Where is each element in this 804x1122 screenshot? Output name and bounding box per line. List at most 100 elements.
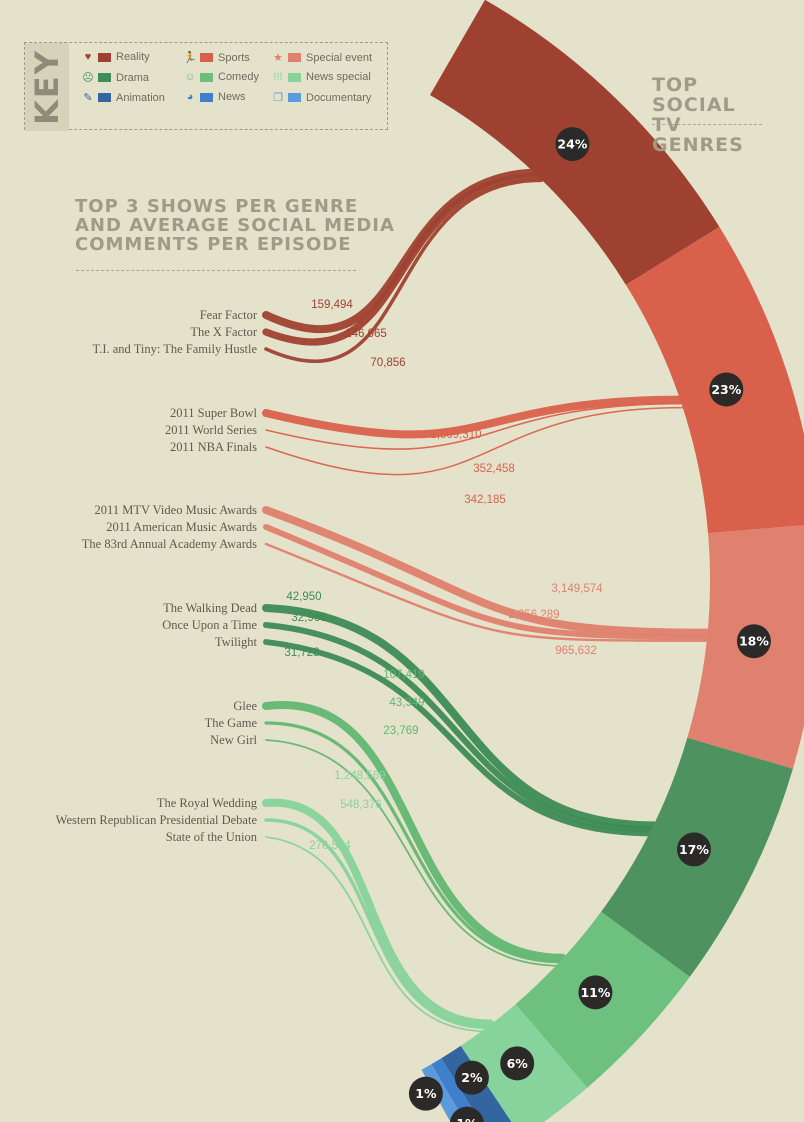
heading-shows-divider — [76, 270, 356, 271]
heading-top-shows: TOP 3 SHOWS PER GENRE AND AVERAGE SOCIAL… — [75, 196, 395, 255]
key-label: News — [218, 91, 246, 103]
key-label: Documentary — [306, 91, 372, 104]
badge-label-drama: 17% — [679, 842, 709, 857]
comment-value-2011-nba-finals: 342,185 — [464, 494, 506, 506]
key-item-news-special: !!! News special — [271, 71, 371, 83]
badge-label-reality: 24% — [557, 137, 587, 152]
key-item-news: ◕ News — [183, 91, 246, 103]
badge-circle — [736, 624, 771, 659]
key-item-special-event: ★ Special event — [271, 51, 373, 65]
show-name-the-83rd-annual-academy-awards: The 83rd Annual Academy Awards — [82, 537, 257, 551]
key-swatch — [288, 72, 301, 82]
key-label: Reality — [116, 51, 150, 63]
flow-the-83rd-annual-academy-awards — [264, 542, 711, 642]
comment-value-the-x-factor: 146,065 — [345, 328, 387, 340]
flow-2011-world-series — [265, 402, 685, 450]
show-name-fear-factor: Fear Factor — [200, 308, 258, 322]
heading-genres-divider — [652, 124, 762, 125]
comment-value-2011-american-music-awards: 2,356,289 — [508, 609, 559, 621]
key-label: Animation — [116, 91, 165, 104]
comment-value-new-girl: 23,769 — [383, 725, 418, 737]
heading-genres-line-1: TOP SOCIAL — [652, 74, 736, 116]
flow-once-upon-a-time — [262, 621, 657, 833]
comment-value-glee: 107,419 — [383, 669, 425, 681]
show-name-the-game: The Game — [205, 716, 258, 730]
show-name-state-of-the-union: State of the Union — [166, 830, 258, 844]
badge-circle — [408, 1076, 443, 1111]
flow-t-i-and-tiny-the-family-hustle — [264, 178, 543, 364]
flow-2011-american-music-awards — [263, 524, 713, 640]
key-label: Sports — [218, 51, 250, 64]
exclamation-icon: !!! — [273, 71, 283, 83]
flow-2011-nba-finals — [265, 406, 685, 476]
badge-label-sports: 23% — [711, 382, 741, 397]
show-name-2011-mtv-video-music-awards: 2011 MTV Video Music Awards — [95, 503, 258, 517]
badge-label-comedy: 11% — [580, 985, 610, 1000]
flow-new-girl — [265, 739, 564, 967]
key-item-animation: ✎ Animation — [81, 91, 165, 105]
badge-reality: 24% — [555, 127, 590, 162]
show-name-glee: Glee — [233, 699, 257, 713]
badge-label-news-special: 6% — [507, 1056, 529, 1071]
heading-shows-line-3: COMMENTS PER EPISODE — [75, 233, 352, 255]
key-label: Drama — [116, 71, 150, 84]
badge-label-special-event: 18% — [739, 634, 769, 649]
comment-value-western-republican-presidential-debate: 548,376 — [340, 799, 382, 811]
key-title: KEY — [28, 49, 66, 125]
comment-value-the-83rd-annual-academy-awards: 965,632 — [555, 645, 597, 657]
badge-circle — [500, 1046, 535, 1081]
badge-label-documentary: 1% — [456, 1116, 478, 1122]
star-icon: ★ — [273, 52, 283, 64]
flow-the-game — [264, 721, 565, 964]
heading-top-genres: TOP SOCIAL TV GENRES — [652, 74, 764, 156]
key-swatch — [200, 53, 213, 62]
flow-western-republican-presidential-debate — [264, 818, 492, 1030]
flow-the-walking-dead — [262, 604, 658, 830]
key-swatch — [98, 93, 111, 102]
show-name-2011-american-music-awards: 2011 American Music Awards — [106, 520, 257, 534]
show-name-2011-super-bowl: 2011 Super Bowl — [170, 406, 258, 420]
show-name-2011-nba-finals: 2011 NBA Finals — [170, 440, 257, 454]
key-label: News special — [306, 71, 371, 83]
badge-circle — [454, 1060, 489, 1095]
flow-2011-super-bowl — [262, 395, 688, 439]
badge-documentary: 1% — [449, 1106, 484, 1122]
key-item-reality: ♥ Reality — [81, 51, 150, 63]
key-swatch — [288, 93, 301, 102]
badge-comedy: 11% — [578, 975, 613, 1010]
key-label: Special event — [306, 51, 373, 64]
sad-face-icon: ☹ — [82, 72, 94, 84]
flow-twilight — [263, 639, 657, 837]
comment-value-t-i-and-tiny-the-family-hustle: 70,856 — [370, 357, 405, 369]
show-name-new-girl: New Girl — [210, 733, 257, 747]
badge-animation: 2% — [454, 1060, 489, 1095]
badge-news: 1% — [408, 1076, 443, 1111]
smiley-face-icon: ☺ — [184, 71, 196, 83]
badge-sports: 23% — [709, 372, 744, 407]
key-swatch — [98, 73, 111, 82]
heart-icon: ♥ — [84, 51, 92, 63]
badge-label-news: 1% — [415, 1086, 437, 1101]
comment-value-state-of-the-union: 276,524 — [309, 840, 351, 852]
show-name-once-upon-a-time: Once Upon a Time — [162, 618, 257, 632]
show-name-the-walking-dead: The Walking Dead — [163, 601, 258, 615]
runner-icon: 🏃 — [183, 52, 197, 64]
flow-the-royal-wedding — [262, 798, 494, 1028]
show-name-the-x-factor: The X Factor — [190, 325, 257, 339]
show-name-the-royal-wedding: The Royal Wedding — [157, 796, 258, 810]
arc-segment-news — [431, 1058, 481, 1122]
comment-value-twilight: 31,728 — [284, 647, 319, 659]
badge-news-special: 6% — [500, 1046, 535, 1081]
show-name-western-republican-presidential-debate: Western Republican Presidential Debate — [56, 813, 258, 827]
badge-circle — [555, 127, 590, 162]
comment-value-2011-world-series: 352,458 — [473, 463, 515, 475]
badge-circle — [578, 975, 613, 1010]
globe-icon: ◕ — [186, 91, 194, 103]
flow-2011-mtv-video-music-awards — [262, 506, 714, 637]
comment-value-fear-factor: 159,494 — [311, 299, 353, 311]
comment-value-the-game: 43,349 — [389, 697, 424, 709]
flow-the-x-factor — [262, 172, 545, 346]
key-title-bar: KEY — [25, 43, 69, 131]
heading-shows-line-1: TOP 3 SHOWS PER GENRE — [75, 196, 359, 217]
